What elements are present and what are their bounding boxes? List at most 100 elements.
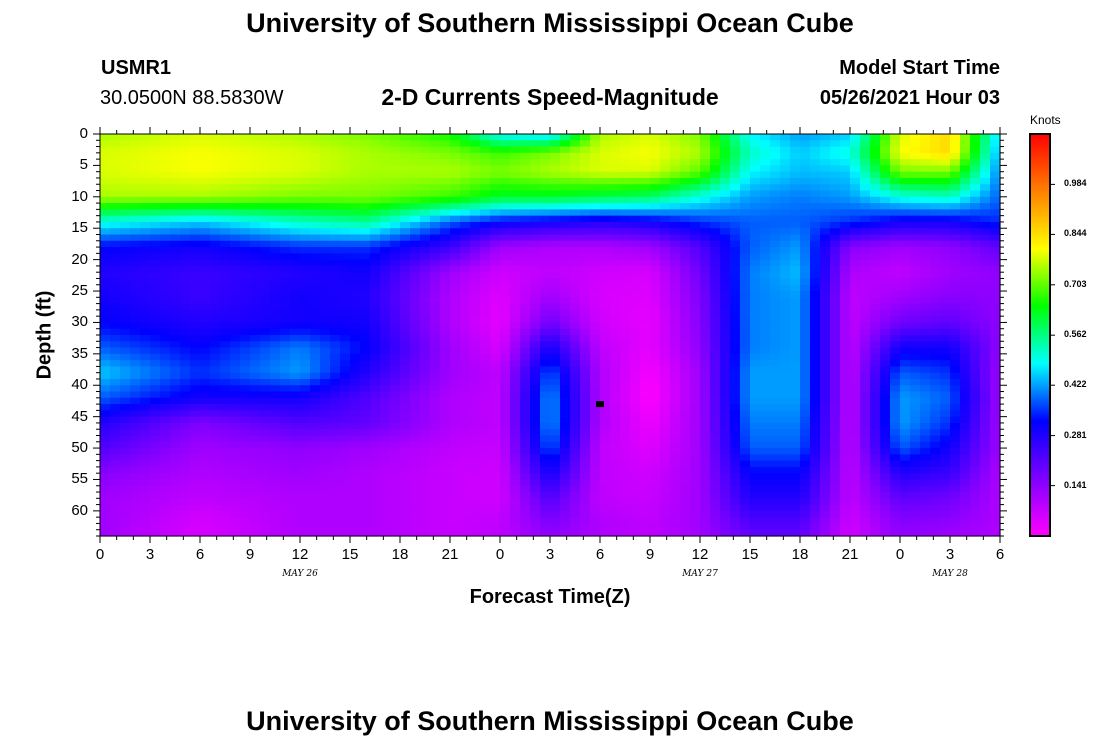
heatmap-cell: [740, 221, 751, 229]
heatmap-cell: [750, 466, 761, 474]
heatmap-cell: [450, 479, 461, 487]
heatmap-cell: [480, 159, 491, 167]
heatmap-cell: [620, 328, 631, 336]
heatmap-cell: [340, 454, 351, 462]
heatmap-cell: [300, 429, 311, 437]
heatmap-cell: [180, 385, 191, 393]
heatmap-cell: [200, 353, 211, 361]
heatmap-cell: [200, 240, 211, 248]
heatmap-cell: [460, 184, 471, 192]
heatmap-cell: [630, 209, 641, 217]
heatmap-cell: [840, 234, 851, 242]
heatmap-cell: [430, 159, 441, 167]
heatmap-cell: [800, 429, 811, 437]
heatmap-cell: [470, 441, 481, 449]
heatmap-cell: [560, 221, 571, 229]
heatmap-cell: [450, 152, 461, 160]
heatmap-cell: [330, 360, 341, 368]
heatmap-cell: [900, 253, 911, 261]
heatmap-cell: [320, 134, 331, 141]
heatmap-cell: [210, 171, 221, 179]
heatmap-cell: [780, 422, 791, 430]
heatmap-cell: [370, 215, 381, 223]
heatmap-cell: [560, 404, 571, 411]
heatmap-cell: [130, 378, 141, 386]
heatmap-cell: [400, 240, 411, 248]
heatmap-cell: [900, 190, 911, 198]
heatmap-cell: [540, 303, 551, 311]
heatmap-cell: [830, 259, 841, 267]
heatmap-cell: [170, 152, 181, 160]
heatmap-cell: [180, 378, 191, 386]
heatmap-cell: [140, 209, 151, 217]
heatmap-cell: [340, 397, 351, 405]
heatmap-cell: [590, 291, 601, 298]
heatmap-cell: [140, 265, 151, 273]
heatmap-cell: [820, 203, 831, 210]
heatmap-cell: [930, 347, 941, 355]
heatmap-cell: [850, 134, 861, 141]
heatmap-cell: [400, 209, 411, 217]
heatmap-cell: [860, 272, 871, 280]
heatmap-cell: [370, 316, 381, 324]
heatmap-cell: [850, 460, 861, 468]
heatmap-cell: [120, 221, 131, 229]
heatmap-cell: [740, 347, 751, 355]
heatmap-cell: [480, 209, 491, 217]
heatmap-cell: [680, 152, 691, 160]
heatmap-cell: [500, 454, 511, 462]
heatmap-cell: [110, 410, 121, 418]
heatmap-cell: [940, 234, 951, 242]
heatmap-cell: [360, 215, 371, 223]
heatmap-cell: [340, 215, 351, 223]
heatmap-cell: [250, 328, 261, 336]
heatmap-cell: [510, 228, 521, 236]
heatmap-cell: [910, 460, 921, 468]
heatmap-cell: [300, 272, 311, 280]
heatmap-cell: [370, 341, 381, 349]
heatmap-cell: [150, 303, 161, 311]
heatmap-cell: [800, 466, 811, 474]
heatmap-cell: [630, 466, 641, 474]
heatmap-cell: [410, 473, 421, 481]
heatmap-cell: [390, 347, 401, 355]
heatmap-cell: [950, 234, 961, 242]
heatmap-cell: [580, 335, 591, 342]
heatmap-cell: [830, 429, 841, 437]
heatmap-cell: [330, 353, 341, 361]
heatmap-cell: [400, 410, 411, 418]
heatmap-cell: [650, 291, 661, 298]
heatmap-cell: [910, 247, 921, 254]
heatmap-cell: [750, 297, 761, 305]
heatmap-cell: [300, 228, 311, 236]
heatmap-cell: [860, 215, 871, 223]
heatmap-cell: [680, 221, 691, 229]
heatmap-cell: [250, 215, 261, 223]
heatmap-cell: [930, 441, 941, 449]
heatmap-cell: [200, 247, 211, 254]
heatmap-cell: [810, 372, 821, 380]
heatmap-cell: [440, 479, 451, 487]
heatmap-cell: [640, 366, 651, 374]
heatmap-cell: [550, 177, 561, 185]
heatmap-cell: [470, 247, 481, 254]
heatmap-cell: [910, 360, 921, 368]
heatmap-cell: [180, 152, 191, 160]
heatmap-cell: [980, 159, 991, 167]
heatmap-cell: [880, 422, 891, 430]
heatmap-cell: [430, 253, 441, 261]
heatmap-cell: [580, 177, 591, 185]
heatmap-cell: [900, 171, 911, 179]
heatmap-cell: [300, 134, 311, 141]
heatmap-cell: [480, 184, 491, 192]
heatmap-cell: [210, 284, 221, 292]
heatmap-cell: [400, 284, 411, 292]
heatmap-cell: [190, 429, 201, 437]
heatmap-cell: [620, 190, 631, 198]
heatmap-cell: [480, 253, 491, 261]
heatmap-cell: [420, 221, 431, 229]
heatmap-cell: [770, 165, 781, 173]
heatmap-cell: [120, 140, 131, 148]
heatmap-cell: [760, 203, 771, 210]
heatmap-cell: [330, 234, 341, 242]
